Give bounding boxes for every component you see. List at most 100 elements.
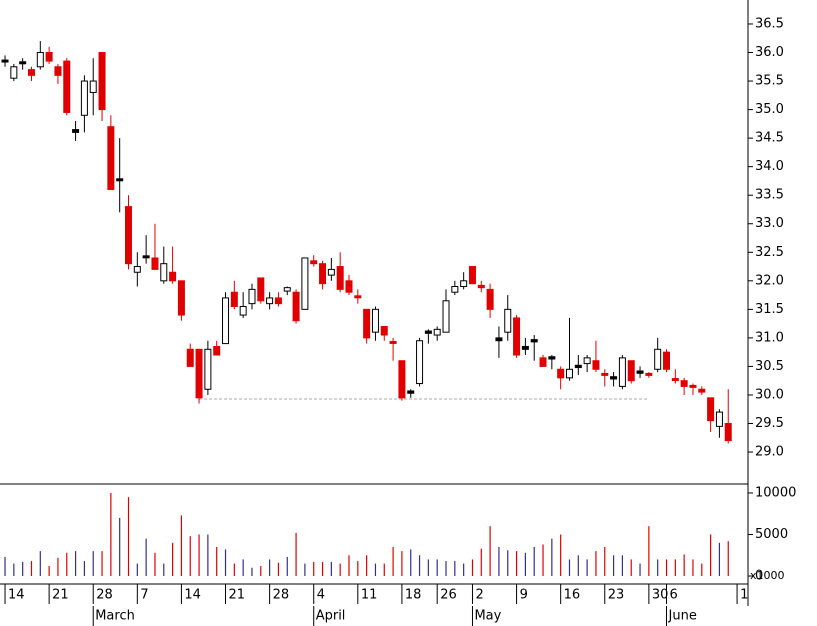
candle-body — [486, 288, 494, 310]
candle-body — [257, 277, 265, 302]
candle-body — [477, 284, 485, 289]
y-tick-label: 29.0 — [755, 445, 784, 460]
candle-body — [160, 263, 168, 282]
candle-body — [468, 266, 476, 285]
candle-body — [292, 291, 300, 322]
candle-body — [389, 340, 397, 344]
volume-unit: x1000 — [750, 569, 785, 582]
candle-body — [698, 388, 706, 393]
candle-body — [177, 280, 185, 316]
candle-body — [72, 129, 80, 133]
candle-body — [645, 372, 653, 376]
candle-body — [680, 380, 688, 387]
candle-body — [19, 61, 27, 65]
x-tick-label: 28 — [273, 588, 290, 603]
candle-body — [45, 52, 53, 62]
y-tick-label: 30.0 — [755, 387, 784, 402]
month-label: May — [474, 609, 501, 624]
x-tick-label: 6 — [670, 588, 678, 603]
y-tick-label: 35.0 — [755, 102, 784, 117]
candle-body — [371, 308, 379, 333]
y-tick-label: 32.0 — [755, 273, 784, 288]
candle-body — [416, 340, 424, 385]
candle-body — [204, 348, 212, 390]
candle-body — [1, 59, 9, 63]
candle-body — [327, 268, 335, 276]
x-tick-label: 4 — [317, 588, 325, 603]
candle-body — [336, 266, 344, 290]
x-tick-label: 11 — [361, 588, 378, 603]
candle-body — [213, 345, 221, 356]
volume-tick-label: 5000 — [755, 527, 788, 542]
candle-body — [610, 376, 618, 380]
candle-body — [442, 300, 450, 333]
candle-body — [530, 339, 538, 343]
candle-body — [354, 295, 362, 299]
candle-body — [319, 263, 327, 285]
x-tick-label: 18 — [405, 588, 422, 603]
x-tick-label: 14 — [8, 588, 25, 603]
x-tick-label: 9 — [520, 588, 528, 603]
candle-body — [142, 255, 150, 259]
x-tick-label: 26 — [440, 588, 457, 603]
candle-body — [116, 178, 124, 182]
candle-body — [513, 317, 521, 356]
month-label: June — [668, 609, 697, 624]
candle-body — [301, 257, 309, 310]
candle-body — [663, 351, 671, 370]
candle-body — [133, 266, 141, 273]
y-tick-label: 34.5 — [755, 131, 784, 146]
candle-body — [248, 288, 256, 305]
month-label: March — [95, 609, 135, 624]
candle-body — [636, 370, 644, 374]
candle-body — [230, 291, 238, 307]
candle-body — [707, 397, 715, 422]
y-tick-label: 30.5 — [755, 359, 784, 374]
candle-body — [671, 378, 679, 382]
candle-body — [715, 411, 723, 427]
candle-body — [398, 360, 406, 399]
volume-tick-label: 10000 — [755, 485, 796, 500]
y-tick-label: 36.0 — [755, 45, 784, 60]
x-tick-label: 7 — [140, 588, 148, 603]
x-tick-label: 30 — [652, 588, 669, 603]
candle-body — [460, 280, 468, 288]
candle-body — [239, 305, 247, 316]
candle-body — [574, 364, 582, 369]
candle-body — [689, 384, 697, 388]
candle-body — [539, 357, 547, 367]
candle-body — [151, 257, 159, 270]
candle-body — [627, 360, 635, 382]
candle-body — [363, 308, 371, 339]
candle-body — [380, 325, 388, 336]
candle-body — [521, 345, 529, 350]
candle-body — [345, 280, 353, 293]
candle-body — [618, 357, 626, 387]
candle-body — [495, 337, 503, 342]
candle-body — [548, 356, 556, 360]
x-tick-label: 2 — [475, 588, 483, 603]
candle-body — [557, 368, 565, 379]
y-tick-label: 29.5 — [755, 416, 784, 431]
volume-tick-label: 0 — [755, 569, 763, 584]
candle-body — [274, 297, 282, 305]
candle-body — [54, 66, 62, 76]
y-tick-label: 35.5 — [755, 74, 784, 89]
x-tick-label: 16 — [564, 588, 581, 603]
candle-body — [451, 286, 459, 293]
candle-body — [433, 328, 441, 336]
y-tick-label: 32.5 — [755, 245, 784, 260]
y-tick-label: 34.0 — [755, 159, 784, 174]
month-label: April — [316, 609, 346, 624]
candle-body — [89, 80, 97, 93]
candle-body — [195, 348, 203, 399]
candle-body — [654, 348, 662, 370]
candle-body — [63, 60, 71, 113]
y-tick-label: 33.5 — [755, 188, 784, 203]
candle-body — [724, 423, 732, 442]
y-tick-label: 36.5 — [755, 16, 784, 31]
y-tick-label: 31.5 — [755, 302, 784, 317]
candle-body — [98, 52, 106, 111]
candle-body — [169, 271, 177, 282]
